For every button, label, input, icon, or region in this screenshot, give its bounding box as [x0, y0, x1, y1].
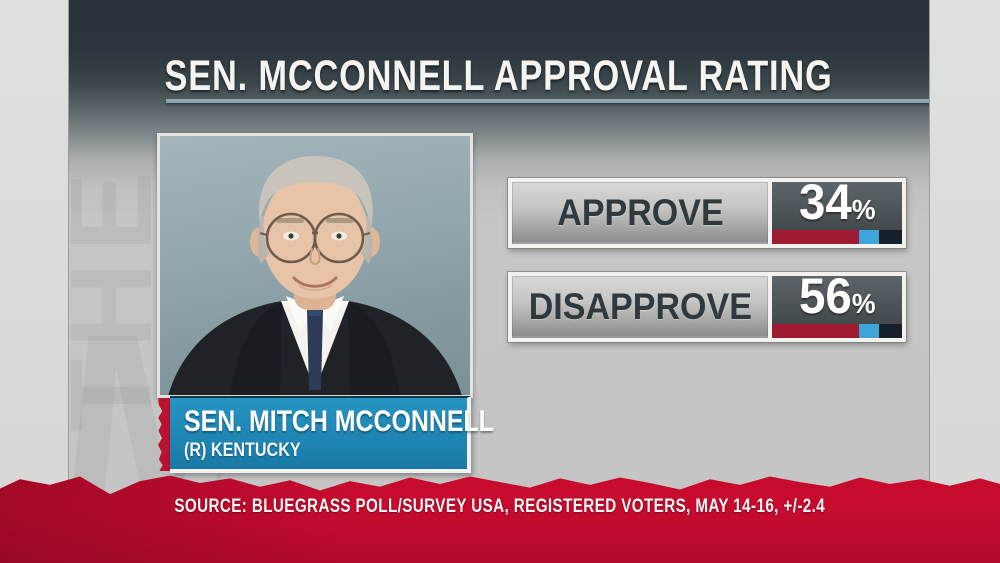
header: SEN. MCCONNELL APPROVAL RATING — [69, 52, 929, 101]
strip-red-segment — [772, 230, 860, 244]
background-strip-right — [930, 0, 1000, 563]
strip-blue-segment — [859, 230, 879, 244]
disapprove-value-column: 56% — [772, 271, 902, 338]
disapprove-unit: % — [852, 288, 876, 319]
disapprove-label: DISAPPROVE — [528, 286, 752, 327]
source-text: SOURCE: BLUEGRASS POLL/SURVEY USA, REGIS… — [174, 496, 826, 517]
approve-unit: % — [852, 194, 876, 225]
disapprove-stat-row: DISAPPROVE 56% — [508, 271, 906, 342]
strip-blue-segment — [859, 324, 879, 338]
approve-label: APPROVE — [556, 192, 724, 233]
disapprove-label-area: DISAPPROVE — [512, 276, 768, 338]
brand-color-strip — [772, 230, 902, 244]
strip-dark-segment — [878, 230, 902, 244]
title-underline — [166, 99, 929, 103]
nameplate-box: SEN. MITCH MCCONNELL (R) KENTUCKY — [170, 396, 494, 473]
source-banner: SOURCE: BLUEGRASS POLL/SURVEY USA, REGIS… — [0, 475, 1000, 563]
brand-color-strip — [772, 324, 902, 338]
approve-value-column: 34% — [772, 177, 902, 244]
strip-dark-segment — [878, 324, 902, 338]
disapprove-value: 56% — [799, 268, 876, 324]
candidate-photo-frame — [157, 133, 473, 398]
portrait-illustration — [168, 156, 462, 395]
approve-value: 34% — [799, 174, 876, 230]
approve-label-area: APPROVE — [512, 182, 768, 244]
background-strip-left — [0, 0, 68, 563]
page-title: SEN. MCCONNELL APPROVAL RATING — [164, 52, 834, 100]
candidate-name: SEN. MITCH MCCONNELL — [184, 405, 494, 438]
candidate-nameplate: SEN. MITCH MCCONNELL (R) KENTUCKY — [155, 396, 494, 473]
disapprove-value-box: 56% — [772, 271, 902, 324]
approve-stat-row: APPROVE 34% — [508, 177, 906, 248]
candidate-party: (R) KENTUCKY — [184, 440, 301, 461]
strip-red-segment — [772, 324, 860, 338]
mcconnell-portrait-photo — [160, 136, 470, 395]
approve-value-box: 34% — [772, 177, 902, 230]
source-line: SOURCE: BLUEGRASS POLL/SURVEY USA, REGIS… — [0, 496, 1000, 518]
